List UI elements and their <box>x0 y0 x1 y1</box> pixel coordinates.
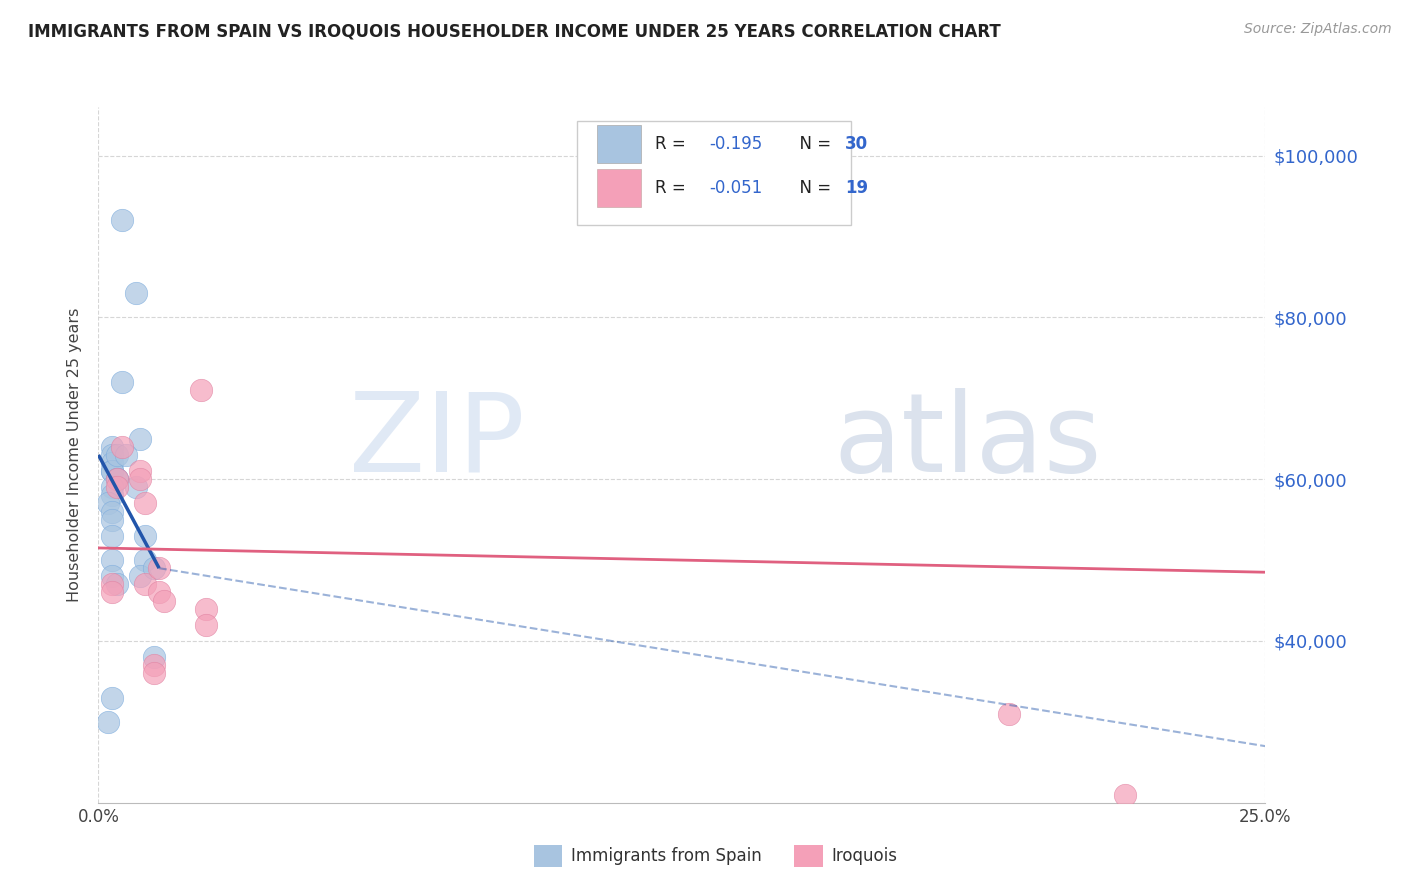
Point <box>190 383 212 397</box>
Point <box>143 561 166 575</box>
Point <box>129 472 152 486</box>
Point <box>134 553 156 567</box>
Point <box>194 601 217 615</box>
Point <box>115 448 138 462</box>
Point <box>101 585 124 599</box>
Text: R =: R = <box>655 179 692 197</box>
Point <box>111 440 134 454</box>
Text: 19: 19 <box>845 179 869 197</box>
Point <box>101 464 124 478</box>
Point <box>101 504 124 518</box>
Point <box>143 650 166 665</box>
Point <box>129 569 152 583</box>
Text: 30: 30 <box>845 136 869 153</box>
Text: Source: ZipAtlas.com: Source: ZipAtlas.com <box>1244 22 1392 37</box>
Point <box>111 213 134 227</box>
Point <box>105 472 128 486</box>
Point <box>101 553 124 567</box>
Point <box>134 529 156 543</box>
Point <box>101 529 124 543</box>
Text: N =: N = <box>789 136 837 153</box>
Point <box>194 617 217 632</box>
Text: -0.195: -0.195 <box>709 136 762 153</box>
FancyBboxPatch shape <box>596 125 641 163</box>
FancyBboxPatch shape <box>596 169 641 207</box>
Point <box>97 496 120 510</box>
Point <box>101 513 124 527</box>
Point <box>134 496 156 510</box>
Point <box>105 448 128 462</box>
Text: R =: R = <box>655 136 692 153</box>
Point <box>148 561 170 575</box>
Text: N =: N = <box>789 179 837 197</box>
Y-axis label: Householder Income Under 25 years: Householder Income Under 25 years <box>67 308 83 602</box>
Point <box>101 456 124 470</box>
Text: ZIP: ZIP <box>349 387 524 494</box>
Point <box>143 658 166 673</box>
Point <box>101 569 124 583</box>
Point <box>152 593 174 607</box>
Point <box>997 706 1019 721</box>
Text: Immigrants from Spain: Immigrants from Spain <box>571 847 762 865</box>
Point <box>1114 788 1136 802</box>
Text: atlas: atlas <box>834 387 1102 494</box>
Point <box>101 690 124 705</box>
Point <box>101 440 124 454</box>
Point <box>129 432 152 446</box>
Point <box>125 480 148 494</box>
Point <box>143 666 166 681</box>
Text: -0.051: -0.051 <box>709 179 762 197</box>
Point <box>97 714 120 729</box>
Point <box>101 464 124 478</box>
Point <box>105 480 128 494</box>
Text: Iroquois: Iroquois <box>831 847 897 865</box>
Point <box>101 480 124 494</box>
Point <box>129 464 152 478</box>
Point <box>101 448 124 462</box>
Point <box>101 488 124 502</box>
Point <box>105 472 128 486</box>
Point <box>148 585 170 599</box>
Point <box>125 286 148 301</box>
Point <box>111 375 134 389</box>
Point <box>101 577 124 591</box>
Point <box>105 472 128 486</box>
FancyBboxPatch shape <box>576 121 851 226</box>
Text: IMMIGRANTS FROM SPAIN VS IROQUOIS HOUSEHOLDER INCOME UNDER 25 YEARS CORRELATION : IMMIGRANTS FROM SPAIN VS IROQUOIS HOUSEH… <box>28 22 1001 40</box>
Point <box>105 577 128 591</box>
Point <box>134 577 156 591</box>
